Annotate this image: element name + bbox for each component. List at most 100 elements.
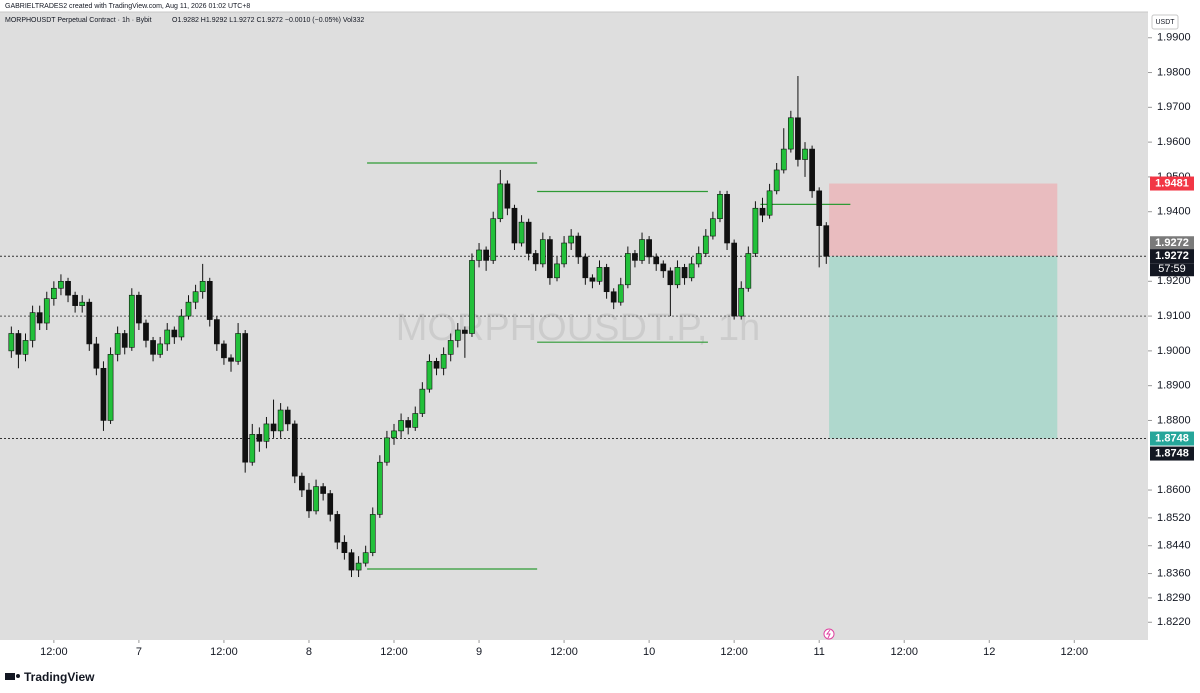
candle-body — [306, 489, 312, 512]
candle-body — [582, 256, 589, 279]
candle-body — [164, 329, 171, 345]
x-tick-label: 12:00 — [380, 646, 408, 658]
candle-body — [447, 340, 454, 355]
candle-body — [65, 280, 71, 296]
candle-body — [426, 361, 433, 390]
candle-body — [688, 263, 695, 279]
event-icon — [823, 628, 835, 640]
candle-body — [171, 329, 178, 338]
candle-body — [327, 493, 334, 515]
x-tick-label: 12:00 — [40, 646, 68, 658]
candle-body — [483, 249, 489, 261]
candle-body — [646, 239, 652, 258]
candle-body — [433, 361, 440, 369]
candle-body — [809, 148, 815, 192]
candle-body — [93, 343, 100, 369]
candle-body — [355, 562, 362, 571]
candle-body — [8, 333, 15, 352]
candle-body — [454, 329, 461, 341]
candle-body — [681, 267, 688, 279]
candle-body — [51, 287, 57, 299]
candle-body — [114, 333, 121, 355]
candle-body — [398, 420, 404, 432]
candle-body — [525, 221, 532, 254]
y-tick-label: 1.8290 — [1157, 592, 1191, 604]
candle-body — [384, 437, 390, 463]
candle-body — [511, 207, 518, 244]
candle-body — [568, 235, 575, 244]
candle-body — [766, 190, 773, 216]
candle-body — [596, 267, 603, 282]
candle-body — [589, 277, 596, 282]
candle-body — [625, 253, 631, 286]
price-tag — [1150, 236, 1194, 251]
candle-body — [412, 413, 419, 428]
candle-body — [462, 329, 468, 334]
candle-body — [710, 218, 716, 237]
candle-body — [107, 354, 114, 421]
candle-body — [440, 354, 447, 369]
x-tick-label: 12:00 — [550, 646, 578, 658]
x-tick-label: 12:00 — [210, 646, 238, 658]
x-tick-label: 11 — [813, 646, 824, 658]
candle-body — [334, 514, 341, 543]
candle-body — [476, 249, 482, 261]
candle-body — [497, 183, 504, 219]
candle-body — [518, 221, 525, 244]
candle-body — [504, 183, 511, 209]
y-tick-label: 1.9000 — [1157, 345, 1191, 357]
candle-body — [43, 298, 50, 324]
candle-body — [15, 333, 22, 355]
candle-body — [490, 218, 497, 261]
candle-body — [405, 420, 412, 428]
currency: USDT — [1155, 19, 1175, 26]
candle-body — [674, 267, 681, 286]
chart-title: MORPHOUSDT Perpetual Contract · 1h · Byb… — [5, 17, 152, 24]
credit: GABRIELTRADES2 created with TradingView.… — [5, 3, 250, 10]
x-tick-label: 12:00 — [1061, 646, 1089, 658]
price-tag — [1150, 176, 1194, 191]
candle-body — [291, 423, 298, 477]
x-tick-label: 12:00 — [720, 646, 748, 658]
target-zone — [829, 256, 1058, 439]
candle-body — [759, 207, 766, 216]
brand: TradingView — [24, 670, 95, 684]
price-tag-label: 1.8748 — [1155, 447, 1189, 459]
y-tick-label: 1.8220 — [1157, 616, 1191, 628]
candle-body — [348, 552, 355, 571]
candle-body — [150, 340, 156, 355]
candle-body — [58, 280, 64, 289]
y-tick-label: 1.9100 — [1157, 310, 1191, 322]
y-tick-label: 1.9600 — [1157, 136, 1191, 148]
candle-body — [199, 280, 206, 293]
candle-body — [554, 263, 560, 279]
candle-body — [823, 225, 830, 257]
candle-body — [100, 367, 107, 421]
candle-body — [22, 340, 29, 355]
candle-body — [773, 169, 780, 192]
candle-body — [816, 190, 823, 226]
candle-body — [603, 267, 610, 293]
y-tick-label: 1.8360 — [1157, 567, 1191, 579]
ohlc-info: O1.9282 H1.9292 L1.9272 C1.9272 −0.0010 … — [172, 17, 364, 24]
candle-body — [539, 239, 546, 265]
candle-body — [362, 552, 369, 564]
candle-body — [72, 294, 78, 306]
candle-body — [242, 333, 249, 463]
x-tick-label: 8 — [306, 646, 312, 658]
candle-body — [639, 239, 645, 261]
price-tag — [1150, 249, 1194, 264]
countdown: 57:59 — [1158, 263, 1186, 275]
candle-body — [738, 287, 745, 317]
countdown-box — [1150, 263, 1194, 277]
y-tick-label: 1.9400 — [1157, 206, 1191, 218]
candle-body — [313, 486, 319, 512]
candle-body — [561, 242, 567, 265]
candle-body — [299, 475, 305, 491]
candle-body — [221, 343, 227, 359]
y-tick-label: 1.9200 — [1157, 275, 1191, 287]
candle-body — [157, 343, 164, 355]
candle-body — [660, 263, 667, 272]
y-tick-label: 1.8440 — [1157, 540, 1191, 552]
candle-body — [206, 280, 213, 320]
